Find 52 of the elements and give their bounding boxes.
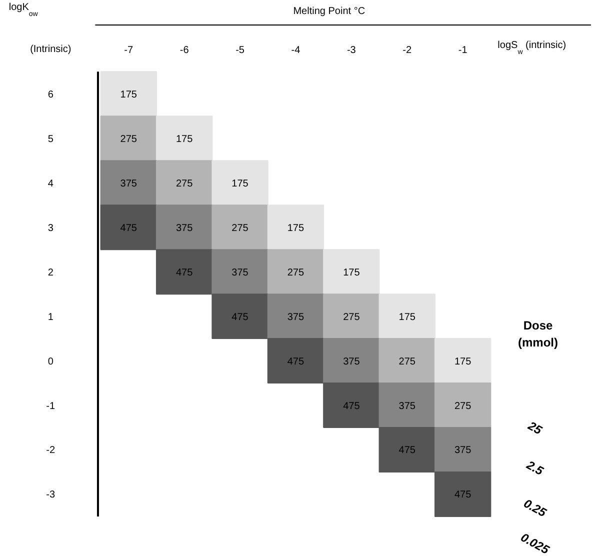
y-tick-label: 1 [48, 312, 54, 323]
data-label: 475 [454, 490, 472, 501]
data-label: 475 [343, 400, 360, 412]
data-label: 275 [176, 178, 194, 190]
y-tick-label: -1 [46, 400, 56, 412]
text: 0.25 [521, 496, 549, 520]
data-label: 175 [343, 267, 360, 278]
y-tick-label: 5 [48, 134, 54, 145]
data-label: 375 [232, 267, 249, 278]
data-label: 175 [176, 134, 194, 145]
data-label: 275 [120, 134, 138, 145]
data-label: 275 [232, 222, 249, 234]
data-label: 175 [287, 222, 304, 234]
data-label: 475 [120, 222, 138, 234]
chart-title: Melting Point °C [293, 6, 366, 18]
data-label: 475 [232, 312, 249, 323]
x-tick-label: -6 [180, 44, 190, 56]
x-tick-label: -3 [346, 44, 356, 56]
data-label: 375 [120, 178, 138, 190]
y-tick-label: 0 [48, 356, 54, 368]
data-label: 175 [120, 89, 138, 100]
data-label: 175 [232, 178, 249, 190]
data-label: 475 [176, 267, 194, 278]
y-tick-label: 2 [48, 267, 54, 278]
x-tick-label: -7 [124, 44, 134, 56]
data-label: 475 [398, 445, 416, 456]
x-tick-label: -5 [236, 44, 245, 56]
x-tick-label: -4 [291, 44, 301, 56]
y-tick-label: -3 [46, 490, 56, 501]
data-label: 175 [398, 312, 416, 323]
text: (Intrinsic) [30, 44, 72, 55]
y-tick-label: 4 [48, 178, 54, 190]
text: 2.5 [523, 457, 546, 478]
text: 0.025 [518, 530, 552, 556]
data-label: 375 [176, 222, 194, 234]
data-label: 275 [287, 267, 304, 278]
y-tick-label: 6 [48, 89, 54, 100]
data-label: 475 [287, 356, 304, 368]
data-label: 375 [398, 400, 416, 412]
text: 25 [524, 418, 544, 438]
x-tick-label: -1 [458, 44, 468, 56]
data-label: 275 [398, 356, 416, 368]
data-label: 375 [454, 445, 472, 456]
data-label: 275 [343, 312, 360, 323]
y-tick-label: 3 [48, 222, 54, 234]
x-tick-label: -2 [402, 44, 412, 56]
y-tick-label: -2 [46, 445, 56, 456]
data-label: 375 [343, 356, 360, 368]
text: Dose (mmol) [518, 318, 558, 350]
data-label: 275 [454, 400, 472, 412]
data-label: 375 [287, 312, 304, 323]
data-label: 175 [454, 356, 472, 368]
